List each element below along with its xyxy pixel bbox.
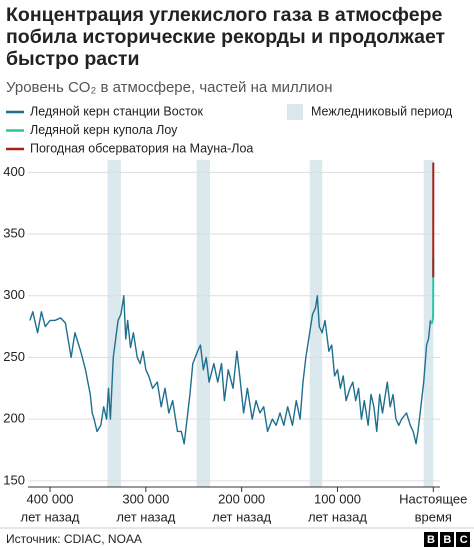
legend-label: Ледяной керн купола Лоу xyxy=(30,123,178,137)
y-tick-label: 300 xyxy=(3,287,25,302)
logo: BBC xyxy=(427,534,474,546)
source: Источник: CDIAC, NOAA xyxy=(6,532,142,546)
x-tick-label: 300 000 xyxy=(122,491,169,506)
chart-title: Концентрация углекислого газа в атмосфер… xyxy=(6,4,446,70)
y-tick-label: 250 xyxy=(3,349,25,364)
logo-box xyxy=(440,532,454,547)
series-line xyxy=(430,257,435,325)
interglacial-band xyxy=(309,160,323,487)
legend-swatch xyxy=(287,104,303,120)
y-tick-label: 400 xyxy=(3,164,25,179)
x-tick-label: лет назад xyxy=(116,509,175,524)
logo-box xyxy=(456,532,470,547)
interglacial-band xyxy=(107,160,121,487)
x-tick-label: лет назад xyxy=(212,509,271,524)
y-tick-label: 350 xyxy=(3,225,25,240)
x-tick-label: лет назад xyxy=(308,509,367,524)
legend-label: Ледяной керн станции Восток xyxy=(30,104,204,118)
y-tick-label: 200 xyxy=(3,411,25,426)
logo-box xyxy=(424,532,438,547)
x-tick-label: 200 000 xyxy=(218,491,265,506)
interglacial-band xyxy=(196,160,211,487)
legend-label: Погодная обсерватория на Мауна-Лоа xyxy=(30,141,253,155)
x-tick-label: 400 000 xyxy=(27,491,74,506)
x-tick-label: время xyxy=(415,509,452,524)
series-line xyxy=(29,295,432,445)
x-tick-label: Настоящее xyxy=(399,491,467,506)
y-tick-label: 150 xyxy=(3,472,25,487)
x-tick-label: лет назад xyxy=(21,509,80,524)
legend-label: Межледниковый период xyxy=(311,104,453,118)
chart-subtitle: Уровень CO₂ в атмосфере, частей на милли… xyxy=(6,79,333,96)
interglacial-band xyxy=(423,160,434,487)
x-tick-label: 100 000 xyxy=(314,491,361,506)
